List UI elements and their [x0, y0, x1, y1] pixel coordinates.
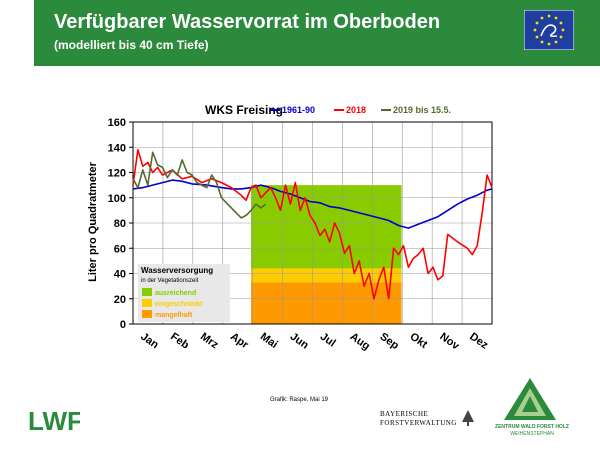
- x-axis-ticks: Jan Feb Mrz Apr Mai Jun Jul Aug Sep Okt Nov Dez: [138, 331, 490, 353]
- bf-line2: FORSTVERWALTUNG: [380, 419, 457, 427]
- zentrum-wald-logo-icon: [504, 378, 556, 420]
- y-tick-label: 20: [114, 294, 126, 306]
- series-line-2: [132, 149, 493, 300]
- zw-line2: WEIHENSTEPHAN: [510, 431, 554, 437]
- lwf-logo-icon: LWF: [28, 406, 80, 436]
- band-2: [251, 268, 402, 283]
- x-tick-label: Aug: [348, 331, 372, 353]
- x-tick-label: Jan: [138, 331, 161, 352]
- zw-line1: ZENTRUM WALD FORST HOLZ: [495, 424, 569, 430]
- y-axis-label: Liter pro Quadratmeter: [87, 161, 99, 282]
- x-tick-label: Mrz: [198, 331, 221, 352]
- x-tick-label: Apr: [228, 331, 251, 352]
- legend-label-3: 2019 bis 15.5.: [393, 105, 451, 115]
- x-tick-label: Feb: [168, 331, 191, 352]
- x-tick-label: Jul: [318, 331, 338, 350]
- x-tick-label: Dez: [467, 331, 490, 352]
- chart-title: WKS Freising: [205, 103, 283, 117]
- x-tick-label: Okt: [407, 331, 429, 352]
- x-tick-label: Jun: [288, 331, 311, 352]
- x-tick-label: Mai: [258, 331, 280, 351]
- legend-label-1: 1961-90: [282, 105, 315, 115]
- y-tick-label: 120: [108, 168, 126, 180]
- y-tick-label: 80: [114, 218, 126, 230]
- y-tick-label: 0: [120, 319, 126, 331]
- band-legend-label-2: eingeschränkt: [155, 301, 203, 308]
- zentrum-wald-text: ZENTRUM WALD FORST HOLZ WEIHENSTEPHAN: [484, 424, 580, 438]
- page-title: Verfügbarer Wasservorrat im Oberboden: [54, 11, 441, 33]
- bf-line1: BAYERISCHE: [380, 410, 429, 418]
- y-tick-label: 160: [108, 117, 126, 129]
- series-line-1: [132, 179, 493, 229]
- band-legend-label-1: ausreichend: [155, 290, 196, 297]
- series-group: [132, 149, 493, 300]
- band-legend: Wasserversorgung in der Vegetationszeit au…: [138, 264, 230, 322]
- chart-credit: Grafik: Raspe, Mai 19: [270, 397, 329, 403]
- band-3: [251, 282, 402, 324]
- lwf-logo-text: LWF: [28, 406, 80, 436]
- header-bar: Verfügbarer Wasservorrat im Oberboden (m…: [0, 0, 600, 66]
- x-tick-label: Sep: [378, 331, 402, 353]
- y-tick-label: 140: [108, 142, 126, 154]
- band-legend-swatch-1: [142, 288, 152, 296]
- series-legend: 1961-90 2018 2019 bis 15.5.: [270, 105, 451, 115]
- header-left-block: [0, 0, 34, 66]
- y-tick-label: 40: [114, 269, 126, 281]
- y-axis-ticks: 0 20 40 60 80 100 120 140 160: [108, 117, 133, 331]
- water-supply-chart: 0 20 40 60 80 100 120 140 160 Jan Feb Mrz Apr Mai Jun…: [87, 103, 493, 353]
- legend-label-2: 2018: [346, 105, 366, 115]
- y-tick-label: 60: [114, 243, 126, 255]
- bayerische-forstverwaltung-logo: BAYERISCHE FORSTVERWALTUNG: [380, 410, 457, 428]
- eu-life-logo-icon: [524, 10, 574, 50]
- y-tick-label: 100: [108, 193, 126, 205]
- band-legend-title: Wasserversorgung: [141, 266, 213, 275]
- band-legend-label-3: mangelhaft: [155, 312, 193, 319]
- bf-tree-icon: [462, 410, 474, 426]
- band-legend-swatch-3: [142, 310, 152, 318]
- band-legend-swatch-2: [142, 299, 152, 307]
- band-legend-subtitle: in der Vegetationszeit: [141, 278, 199, 284]
- x-tick-label: Nov: [437, 331, 462, 353]
- page-subtitle: (modelliert bis 40 cm Tiefe): [54, 38, 209, 52]
- band-legend-box: [138, 264, 230, 322]
- series-line-3: [132, 151, 267, 219]
